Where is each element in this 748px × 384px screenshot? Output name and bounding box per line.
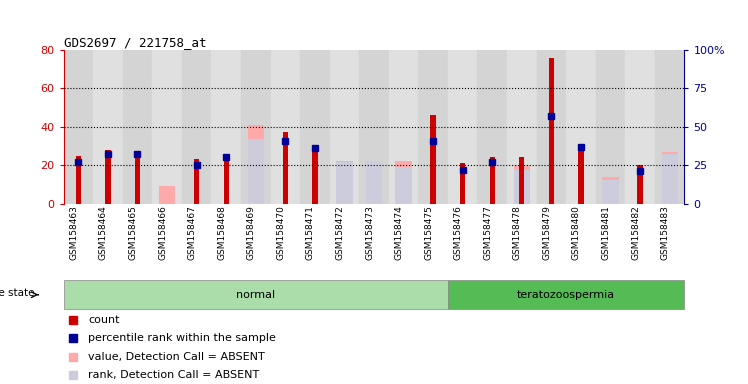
Text: GSM158477: GSM158477 bbox=[483, 205, 492, 260]
Text: GSM158480: GSM158480 bbox=[572, 205, 581, 260]
Bar bbox=[212, 50, 241, 204]
Bar bbox=[578, 144, 583, 204]
Bar bbox=[194, 159, 199, 204]
Bar bbox=[241, 50, 271, 204]
Bar bbox=[271, 50, 300, 204]
Text: rank, Detection Call = ABSENT: rank, Detection Call = ABSENT bbox=[88, 370, 260, 380]
Bar bbox=[153, 50, 182, 204]
Bar bbox=[477, 50, 507, 204]
Bar bbox=[105, 150, 111, 204]
Bar bbox=[602, 177, 619, 204]
Text: GSM158482: GSM158482 bbox=[631, 205, 640, 260]
Bar bbox=[536, 50, 566, 204]
Bar bbox=[566, 50, 595, 204]
Bar bbox=[366, 161, 382, 204]
Bar bbox=[76, 156, 81, 204]
Text: value, Detection Call = ABSENT: value, Detection Call = ABSENT bbox=[88, 352, 265, 362]
Text: GSM158479: GSM158479 bbox=[542, 205, 551, 260]
Text: GSM158475: GSM158475 bbox=[424, 205, 433, 260]
Text: disease state: disease state bbox=[0, 288, 35, 298]
Bar bbox=[337, 161, 352, 204]
Bar bbox=[248, 125, 264, 204]
Text: GSM158474: GSM158474 bbox=[394, 205, 404, 260]
Bar bbox=[159, 186, 175, 204]
Bar bbox=[507, 50, 536, 204]
Text: GSM158478: GSM158478 bbox=[513, 205, 522, 260]
Text: normal: normal bbox=[236, 290, 275, 300]
Bar bbox=[625, 50, 654, 204]
Text: GSM158481: GSM158481 bbox=[601, 205, 610, 260]
Bar bbox=[389, 50, 418, 204]
Bar bbox=[135, 152, 140, 204]
Bar bbox=[396, 167, 411, 204]
Text: GSM158464: GSM158464 bbox=[99, 205, 108, 260]
Bar bbox=[460, 163, 465, 204]
Bar bbox=[312, 146, 318, 204]
Bar bbox=[514, 165, 530, 204]
Bar bbox=[430, 115, 436, 204]
Bar bbox=[637, 165, 643, 204]
Text: GSM158476: GSM158476 bbox=[454, 205, 463, 260]
Bar bbox=[123, 50, 153, 204]
Text: GSM158473: GSM158473 bbox=[365, 205, 374, 260]
Bar bbox=[602, 180, 619, 204]
Text: GSM158468: GSM158468 bbox=[217, 205, 226, 260]
Bar bbox=[519, 157, 524, 204]
Bar bbox=[448, 280, 684, 309]
Text: GDS2697 / 221758_at: GDS2697 / 221758_at bbox=[64, 36, 206, 49]
Bar bbox=[448, 50, 477, 204]
Text: GSM158471: GSM158471 bbox=[306, 205, 315, 260]
Text: GSM158469: GSM158469 bbox=[247, 205, 256, 260]
Text: GSM158483: GSM158483 bbox=[660, 205, 669, 260]
Text: GSM158470: GSM158470 bbox=[276, 205, 285, 260]
Bar bbox=[418, 50, 448, 204]
Text: GSM158465: GSM158465 bbox=[129, 205, 138, 260]
Text: teratozoospermia: teratozoospermia bbox=[517, 290, 615, 300]
Bar bbox=[94, 50, 123, 204]
Bar bbox=[64, 50, 94, 204]
Bar bbox=[490, 157, 495, 204]
Bar bbox=[337, 162, 352, 204]
Text: count: count bbox=[88, 315, 120, 325]
Bar bbox=[283, 132, 288, 204]
Text: GSM158463: GSM158463 bbox=[70, 205, 79, 260]
Text: GSM158467: GSM158467 bbox=[188, 205, 197, 260]
Text: GSM158472: GSM158472 bbox=[335, 205, 344, 260]
Bar bbox=[654, 50, 684, 204]
Bar bbox=[64, 280, 448, 309]
Bar bbox=[330, 50, 359, 204]
Bar bbox=[300, 50, 330, 204]
Bar bbox=[549, 58, 554, 204]
Bar bbox=[248, 139, 264, 204]
Bar bbox=[182, 50, 212, 204]
Bar bbox=[366, 161, 382, 204]
Bar bbox=[661, 154, 678, 204]
Bar bbox=[396, 161, 411, 204]
Text: GSM158466: GSM158466 bbox=[158, 205, 167, 260]
Bar bbox=[595, 50, 625, 204]
Bar bbox=[514, 170, 530, 204]
Bar bbox=[661, 152, 678, 204]
Text: percentile rank within the sample: percentile rank within the sample bbox=[88, 333, 276, 343]
Bar bbox=[359, 50, 389, 204]
Bar bbox=[224, 156, 229, 204]
